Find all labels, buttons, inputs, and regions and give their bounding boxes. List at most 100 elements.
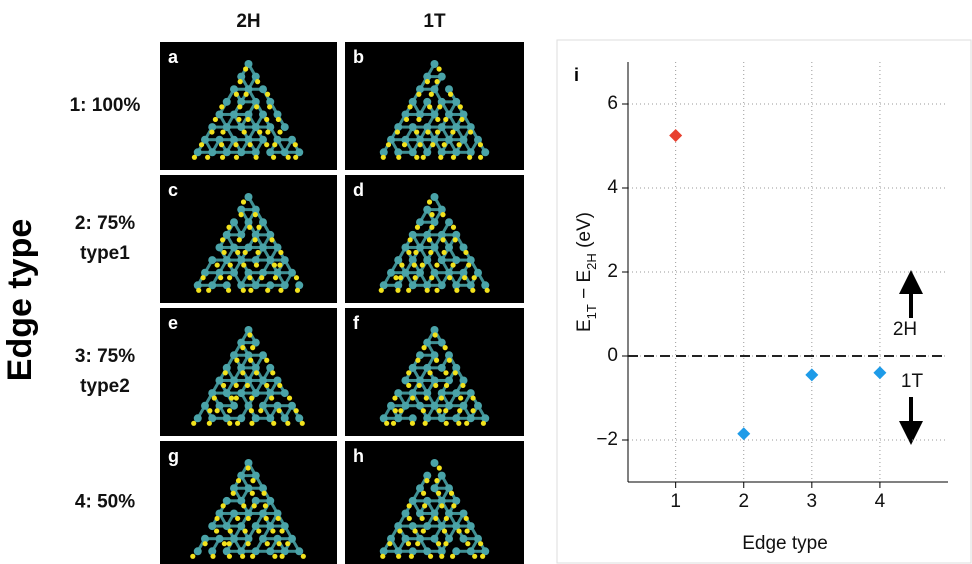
sulfur-atom bbox=[264, 358, 269, 363]
sulfur-atom bbox=[458, 104, 463, 109]
sulfur-atom bbox=[414, 129, 419, 134]
sulfur-atom bbox=[265, 288, 270, 293]
row-label: 4: 50% bbox=[75, 492, 135, 513]
sulfur-atom bbox=[380, 554, 385, 559]
sulfur-atom bbox=[443, 370, 448, 375]
sulfur-atom bbox=[435, 117, 440, 122]
sulfur-atom bbox=[393, 408, 398, 413]
sulfur-atom bbox=[450, 554, 455, 559]
sulfur-atom bbox=[277, 129, 282, 134]
metal-atom bbox=[438, 281, 446, 289]
sulfur-atom bbox=[245, 383, 250, 388]
point bbox=[873, 366, 886, 379]
sulfur-atom bbox=[435, 129, 440, 134]
sulfur-atom bbox=[379, 288, 384, 293]
sulfur-atom bbox=[267, 104, 272, 109]
sulfur-atom bbox=[386, 142, 391, 147]
metal-atom bbox=[201, 402, 209, 410]
sulfur-atom bbox=[387, 541, 392, 546]
metal-atom bbox=[402, 402, 410, 410]
sulfur-atom bbox=[417, 142, 422, 147]
sulfur-atom bbox=[440, 212, 445, 217]
metal-atom bbox=[438, 73, 446, 81]
sulfur-atom bbox=[253, 212, 258, 217]
sulfur-atom bbox=[443, 117, 448, 122]
sulfur-atom bbox=[227, 554, 232, 559]
sulfur-atom bbox=[434, 288, 439, 293]
sulfur-atom bbox=[241, 288, 246, 293]
sulfur-atom bbox=[207, 421, 212, 426]
sulfur-atom bbox=[226, 288, 231, 293]
sulfur-atom bbox=[481, 421, 486, 426]
sulfur-atom bbox=[293, 155, 298, 160]
metal-atom bbox=[281, 256, 289, 264]
sulfur-atom bbox=[459, 117, 464, 122]
sulfur-atom bbox=[236, 117, 241, 122]
metal-atom bbox=[460, 136, 468, 144]
sulfur-atom bbox=[240, 370, 245, 375]
sulfur-atom bbox=[212, 395, 217, 400]
metal-atom bbox=[223, 98, 231, 106]
sulfur-atom bbox=[236, 478, 241, 483]
sulfur-atom bbox=[287, 395, 292, 400]
sulfur-atom bbox=[277, 408, 282, 413]
sulfur-atom bbox=[277, 262, 282, 267]
sulfur-atom bbox=[415, 358, 420, 363]
sulfur-atom bbox=[443, 541, 448, 546]
metal-atom bbox=[216, 243, 224, 251]
sulfur-atom bbox=[252, 503, 257, 508]
sulfur-atom bbox=[294, 275, 299, 280]
sulfur-atom bbox=[450, 262, 455, 267]
sulfur-atom bbox=[427, 237, 432, 242]
sulfur-atom bbox=[464, 516, 469, 521]
sulfur-atom bbox=[237, 237, 242, 242]
sulfur-atom bbox=[244, 92, 249, 97]
sulfur-atom bbox=[270, 528, 275, 533]
sulfur-atom bbox=[252, 237, 257, 242]
sulfur-atom bbox=[421, 345, 426, 350]
sulfur-atom bbox=[271, 155, 276, 160]
sulfur-atom bbox=[429, 92, 434, 97]
sulfur-atom bbox=[406, 250, 411, 255]
sulfur-atom bbox=[434, 262, 439, 267]
sulfur-atom bbox=[406, 370, 411, 375]
sulfur-atom bbox=[453, 237, 458, 242]
sulfur-atom bbox=[234, 395, 239, 400]
sulfur-atom bbox=[428, 554, 433, 559]
sulfur-atom bbox=[199, 142, 204, 147]
sulfur-atom bbox=[293, 142, 298, 147]
sulfur-atom bbox=[381, 155, 386, 160]
metal-atom bbox=[445, 243, 453, 251]
sulfur-atom bbox=[430, 142, 435, 147]
sulfur-atom bbox=[192, 155, 197, 160]
panel-letter: c bbox=[168, 180, 178, 200]
sulfur-atom bbox=[254, 370, 259, 375]
sulfur-atom bbox=[437, 104, 442, 109]
sulfur-atom bbox=[227, 408, 232, 413]
sulfur-atom bbox=[272, 142, 277, 147]
sulfur-atom bbox=[457, 142, 462, 147]
sulfur-atom bbox=[460, 383, 465, 388]
metal-atom bbox=[259, 243, 267, 251]
sulfur-atom bbox=[254, 104, 259, 109]
sulfur-atom bbox=[465, 528, 470, 533]
sulfur-atom bbox=[247, 225, 252, 230]
metal-atom bbox=[387, 269, 395, 277]
sulfur-atom bbox=[207, 408, 212, 413]
sulfur-atom bbox=[470, 288, 475, 293]
y-axis-label-part: 2H bbox=[584, 253, 599, 270]
sulfur-atom bbox=[241, 503, 246, 508]
panel-letter: a bbox=[168, 47, 179, 67]
sulfur-atom bbox=[412, 262, 417, 267]
side-label: Edge type bbox=[1, 219, 39, 381]
sulfur-atom bbox=[280, 554, 285, 559]
sulfur-atom bbox=[265, 541, 270, 546]
metal-atom bbox=[445, 218, 453, 226]
row-label: type1 bbox=[80, 243, 130, 264]
sulfur-atom bbox=[245, 465, 250, 470]
sulfur-atom bbox=[276, 541, 281, 546]
sulfur-atom bbox=[246, 516, 251, 521]
sulfur-atom bbox=[433, 383, 438, 388]
sulfur-atom bbox=[196, 288, 201, 293]
sulfur-atom bbox=[269, 237, 274, 242]
